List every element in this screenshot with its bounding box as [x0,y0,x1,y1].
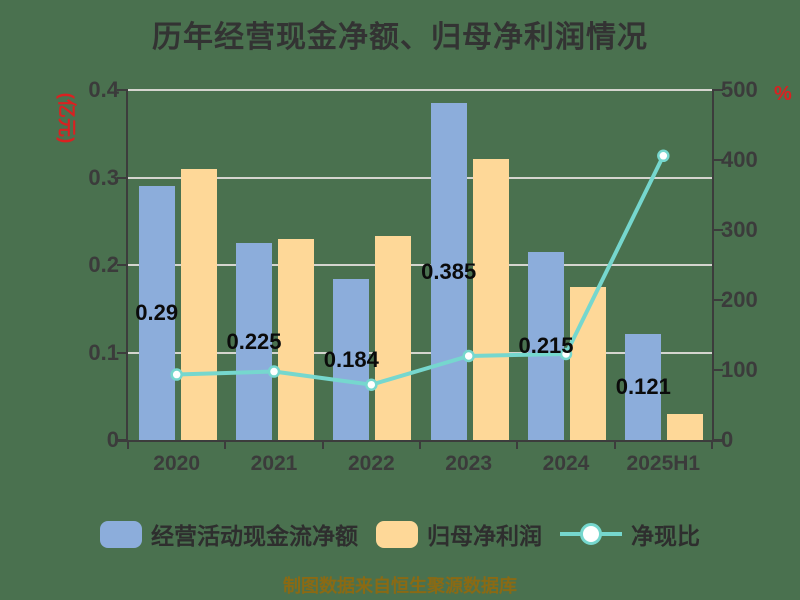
legend: 经营活动现金流净额 归母净利润 净现比 [0,517,800,551]
x-axis-tickmark [516,440,519,449]
left-axis-unit-label: (亿元) [55,92,77,144]
left-axis-tick-label: 0.2 [88,252,119,277]
left-axis-tickmark [117,89,128,91]
x-tick-label-2023: 2023 [445,452,493,475]
bar-profit-2022 [375,236,412,440]
x-tick-label-2020: 2020 [153,452,201,475]
bar-cashflow-2022 [333,279,370,440]
bar-cashflow-2025H1 [625,334,662,440]
bar-value-label-2021: 0.225 [226,328,282,354]
right-axis-tick-label: 400 [721,147,758,172]
left-axis-tick-label: 0.1 [88,339,119,365]
line-marker-2020 [170,368,183,381]
legend-swatch-cashflow [100,520,142,548]
right-axis-tickmark [712,299,723,301]
left-axis-spine [126,90,128,442]
bar-value-label-2023: 0.385 [421,258,477,284]
bar-profit-2023 [472,159,509,440]
bar-profit-2020 [180,168,217,440]
grid-line [128,176,712,179]
bar-cashflow-2021 [236,243,272,440]
x-axis-tickmark [711,440,713,449]
x-tick-label-2022: 2022 [347,452,395,475]
grid-line [128,89,712,91]
legend-item-cashflow: 经营活动现金流净额 [100,517,358,551]
left-axis-tickmark [117,264,128,266]
x-tick-label-2021: 2021 [250,452,298,475]
bar-cashflow-2023 [430,103,467,440]
bar-profit-2025H1 [667,413,704,440]
right-axis-tick-label: 500 [721,77,758,102]
right-axis-tickmark [712,89,723,91]
right-axis-tickmark [712,159,723,161]
legend-swatch-profit [376,520,418,548]
right-axis-tick-label: 100 [721,357,758,382]
ratio-line [174,153,666,387]
footer-source-text: 制图数据来自恒生聚源数据库 [283,576,517,596]
plot-area: 0.29 0.225 0.184 0.385 0.215 0.121 [117,89,723,449]
bar-value-label-2025H1: 0.121 [615,374,671,400]
bar-cashflow-2024 [528,251,564,440]
x-axis-tickmark [224,440,227,449]
line-marker-2024 [559,347,573,361]
legend-label-cashflow: 经营活动现金流净额 [151,523,358,549]
line-marker-2025H1 [657,149,670,163]
left-axis-tickmark [117,351,128,354]
line-series-ratio [170,149,670,391]
line-marker-2023 [462,349,475,363]
right-axis-tickmark [712,229,723,231]
x-axis-tickmark [321,440,324,449]
right-axis-spine [712,90,714,442]
x-axis-tickmark [127,440,129,449]
right-axis-tick-label: 200 [721,287,758,312]
grid-line [128,351,712,354]
x-axis-line [118,440,722,442]
right-axis-tick-label: 0 [721,427,734,452]
legend-label-profit: 归母净利润 [427,523,542,549]
chart-title: 历年经营现金净额、归母净利润情况 [152,21,648,54]
bar-value-label-2022: 0.184 [323,346,379,372]
right-axis-unit-label: % [774,83,792,105]
bar-value-label-2020: 0.29 [135,300,179,326]
left-axis-tick-label: 0.3 [88,164,119,190]
legend-line-marker-icon [560,520,622,548]
bar-value-label-2024: 0.215 [518,332,574,358]
line-marker-2021 [267,365,281,378]
x-tick-label-2025H1: 2025H1 [626,452,701,475]
left-axis-tick-label: 0 [106,427,119,452]
left-axis-tickmark [117,176,128,179]
left-axis-tick-label: 0.4 [88,77,119,102]
legend-item-ratio: 净现比 [560,517,700,551]
x-axis-tickmark [613,440,616,449]
x-axis-tickmark [419,440,421,449]
right-axis-tickmark [712,369,723,371]
legend-label-ratio: 净现比 [631,523,700,549]
bar-cashflow-2020 [138,186,175,440]
line-marker-2022 [365,378,378,391]
right-axis-tick-label: 300 [721,217,758,242]
x-tick-label-2024: 2024 [542,452,590,475]
grid-line [128,264,712,266]
legend-item-profit: 归母净利润 [376,517,542,551]
bar-profit-2021 [278,238,314,440]
